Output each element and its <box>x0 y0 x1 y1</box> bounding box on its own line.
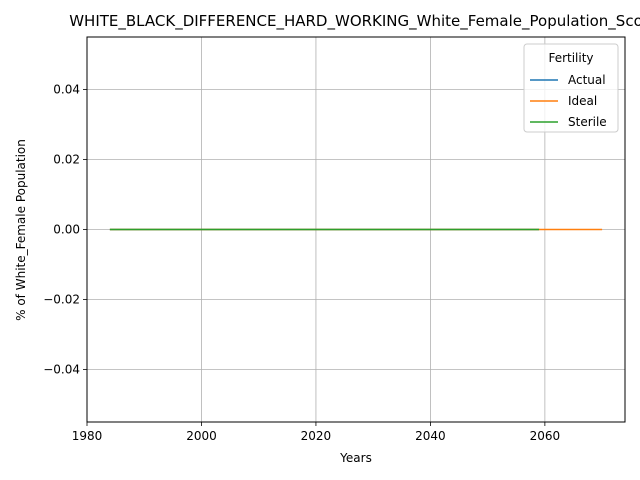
x-tick-label: 2000 <box>186 429 217 443</box>
legend-box <box>523 43 619 133</box>
y-axis-label: % of White_Female Population <box>14 139 28 321</box>
x-tick-label: 2040 <box>415 429 446 443</box>
chart-title: WHITE_BLACK_DIFFERENCE_HARD_WORKING_Whit… <box>69 12 640 31</box>
legend-title: Fertility <box>548 51 593 65</box>
axis-ticks: 1980 2000 2020 2040 2060 −0.04 −0.02 0.00 0.02 0.… <box>43 83 560 444</box>
y-tick-label: −0.02 <box>43 293 80 307</box>
y-tick-label: 0.00 <box>53 223 80 237</box>
y-tick-label: 0.02 <box>53 153 80 167</box>
y-tick-label: 0.04 <box>53 83 80 97</box>
x-axis-label: Years <box>339 451 372 465</box>
x-tick-label: 1980 <box>72 429 103 443</box>
legend-label-ideal: Ideal <box>568 94 597 108</box>
x-tick-label: 2020 <box>301 429 332 443</box>
legend-label-sterile: Sterile <box>568 115 607 129</box>
legend-entries: Actual Ideal Sterile <box>530 73 607 129</box>
y-tick-label: −0.04 <box>43 363 80 377</box>
legend: Fertility Actual Ideal Sterile <box>523 43 619 133</box>
legend-label-actual: Actual <box>568 73 606 87</box>
x-tick-label: 2060 <box>530 429 561 443</box>
